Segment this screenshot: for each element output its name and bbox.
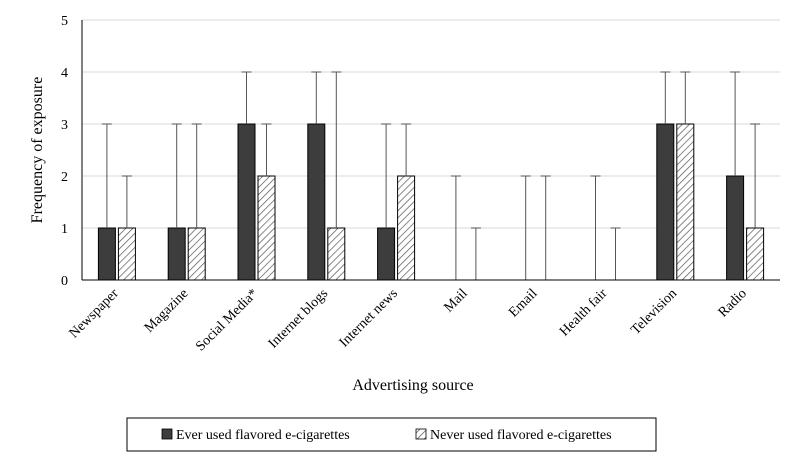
- legend-label-ever: Ever used flavored e-cigarettes: [176, 428, 350, 443]
- y-tick-label: 4: [61, 66, 68, 81]
- y-tick-label: 3: [61, 118, 68, 133]
- bar: [746, 227, 765, 281]
- gridlines: [82, 19, 780, 229]
- bar: [97, 227, 116, 281]
- y-tick-label: 2: [61, 170, 68, 185]
- bar: [167, 227, 186, 281]
- bar: [656, 123, 675, 281]
- bar: [257, 175, 276, 281]
- bar: [307, 123, 326, 281]
- bar: [377, 227, 396, 281]
- bar: [676, 123, 695, 281]
- y-tick-label: 5: [61, 14, 68, 29]
- y-tick-label: 1: [61, 222, 68, 237]
- legend-swatch-ever: [161, 428, 173, 440]
- x-axis-title: Advertising source: [352, 377, 473, 394]
- x-tick-label: Health fair: [557, 286, 610, 339]
- error-bars: [101, 71, 761, 280]
- bar: [327, 227, 346, 281]
- y-tick-label: 0: [61, 274, 68, 289]
- x-tick-label: Newspaper: [67, 286, 122, 341]
- x-tick-label: Internet news: [337, 286, 401, 350]
- bar: [187, 227, 206, 281]
- x-tick-label: Magazine: [142, 286, 192, 336]
- legend-label-never: Never used flavored e-cigarettes: [430, 428, 612, 443]
- bar: [726, 175, 745, 281]
- x-tick-label: Radio: [716, 286, 750, 320]
- x-tick-label: Internet blogs: [266, 286, 331, 351]
- x-tick-label: Email: [506, 286, 540, 320]
- legend: Ever used flavored e-cigarettes Never us…: [126, 417, 657, 452]
- bar: [237, 123, 256, 281]
- bar: [117, 227, 136, 281]
- bar: [397, 175, 416, 281]
- x-tick-label: Television: [628, 286, 680, 338]
- x-tick-label: Mail: [441, 286, 470, 315]
- y-axis-title: Frequency of exposure: [29, 77, 46, 224]
- legend-swatch-never: [415, 428, 427, 440]
- bars: [97, 123, 765, 281]
- x-tick-label: Social Media*: [193, 286, 261, 354]
- legend-box: [126, 417, 657, 452]
